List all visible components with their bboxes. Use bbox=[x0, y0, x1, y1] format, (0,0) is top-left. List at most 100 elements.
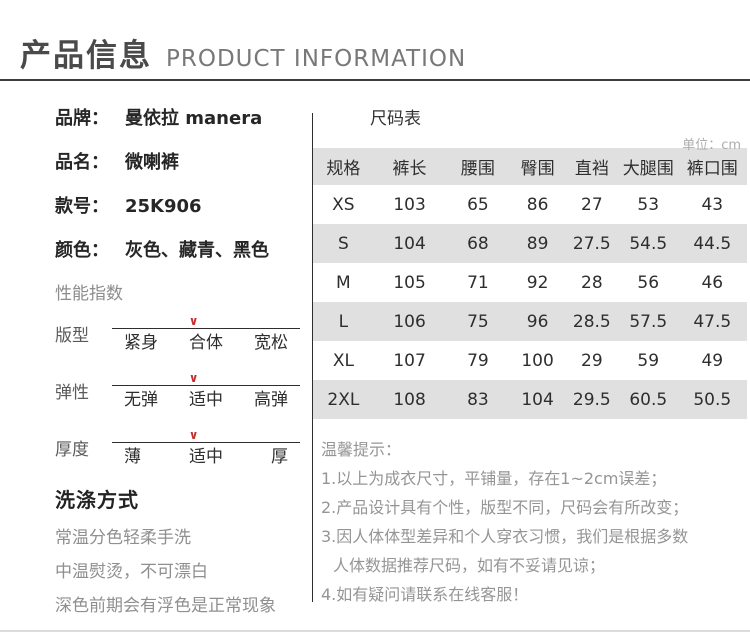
table-cell: 28.5 bbox=[572, 311, 611, 332]
table-cell: 105 bbox=[393, 272, 426, 293]
note-line: 人体数据推荐尺码，如有不妥请见谅； bbox=[333, 556, 606, 575]
color-row: 颜色： 灰色、藏青、黑色 bbox=[55, 238, 310, 263]
fit-scale-label: 版型 bbox=[55, 326, 89, 346]
table-cell: 103 bbox=[393, 194, 426, 215]
thickness-scale: ∨ 薄 适中 厚 bbox=[112, 428, 300, 469]
page-subtitle: PRODUCT INFORMATION bbox=[166, 46, 467, 72]
size-chart-title: 尺码表 bbox=[370, 109, 421, 129]
size-cell: L bbox=[338, 311, 349, 332]
size-cell: 2XL bbox=[327, 389, 360, 410]
header-cell: 臀围 bbox=[510, 148, 565, 185]
table-cell: 107 bbox=[393, 350, 426, 371]
table-cell: 43 bbox=[701, 194, 724, 215]
table-cell: 29.5 bbox=[572, 389, 611, 410]
table-cell: 28 bbox=[581, 272, 603, 293]
style-number-row: 款号： 25K906 bbox=[55, 194, 310, 219]
scale-option: 适中 bbox=[189, 447, 223, 467]
notes-section: 温馨提示： 1.以上为成衣尺寸，平铺量，存在1~2cm误差； 2.产品设计具有个… bbox=[313, 435, 747, 609]
table-cell: 79 bbox=[467, 350, 489, 371]
table-cell: 27.5 bbox=[572, 233, 611, 254]
brand-row: 品牌： 曼依拉 manera bbox=[55, 106, 310, 131]
table-cell: 29 bbox=[581, 350, 603, 371]
style-number-label: 款号： bbox=[55, 196, 109, 217]
thickness-scale-line: ∨ bbox=[112, 428, 300, 443]
header-cell: 裤口围 bbox=[677, 148, 747, 185]
table-cell: 49 bbox=[701, 350, 724, 371]
scale-option: 紧身 bbox=[124, 333, 158, 353]
scale-option: 厚 bbox=[271, 447, 288, 467]
note-line: 4.如有疑问请联系在线客服！ bbox=[321, 585, 529, 604]
table-cell: 47.5 bbox=[693, 311, 732, 332]
elasticity-scale-options: 无弹 适中 高弹 bbox=[112, 386, 300, 412]
table-cell: 106 bbox=[393, 311, 426, 332]
table-cell: 50.5 bbox=[693, 389, 732, 410]
table-cell: 96 bbox=[526, 311, 549, 332]
fit-scale-row: 版型 ∨ 紧身 合体 宽松 bbox=[55, 314, 310, 355]
brand-label: 品牌： bbox=[55, 108, 109, 129]
thickness-selected-marker-icon: ∨ bbox=[188, 428, 199, 442]
table-cell: 92 bbox=[526, 272, 549, 293]
fit-selected-marker-icon: ∨ bbox=[188, 314, 199, 328]
color-value: 灰色、藏青、黑色 bbox=[125, 240, 269, 261]
fit-scale-line: ∨ bbox=[112, 314, 300, 329]
elasticity-scale-row: 弹性 ∨ 无弹 适中 高弹 bbox=[55, 371, 310, 412]
table-row: S 104 68 89 27.5 54.5 44.5 bbox=[313, 224, 747, 263]
table-cell: 83 bbox=[467, 389, 489, 410]
size-cell: XS bbox=[332, 194, 355, 215]
table-cell: 27 bbox=[581, 194, 603, 215]
wash-instruction-line: 深色前期会有浮色是正常现象 bbox=[55, 596, 276, 616]
notes-title: 温馨提示： bbox=[321, 440, 402, 459]
size-chart-table: 规格 裤长 腰围 臀围 直裆 大腿围 裤口围 XS 103 65 86 27 5… bbox=[313, 148, 747, 419]
table-cell: 104 bbox=[521, 389, 554, 410]
header-cell: 腰围 bbox=[445, 148, 511, 185]
table-row: L 106 75 96 28.5 57.5 47.5 bbox=[313, 302, 747, 341]
wash-method-title: 洗涤方式 bbox=[55, 488, 139, 512]
scale-option: 无弹 bbox=[124, 390, 158, 410]
scale-option: 高弹 bbox=[254, 390, 288, 410]
table-row: XS 103 65 86 27 53 43 bbox=[313, 185, 747, 224]
unit-label: 单位：cm bbox=[682, 138, 741, 153]
wash-instruction-line: 常温分色轻柔手洗 bbox=[55, 528, 191, 548]
table-cell: 89 bbox=[526, 233, 549, 254]
brand-value: 曼依拉 manera bbox=[125, 108, 263, 129]
fit-scale: ∨ 紧身 合体 宽松 bbox=[112, 314, 300, 355]
column-divider bbox=[312, 113, 313, 602]
table-cell: 100 bbox=[521, 350, 554, 371]
note-line: 3.因人体体型差异和个人穿衣习惯，我们是根据多数 bbox=[321, 527, 689, 546]
performance-index-title: 性能指数 bbox=[55, 284, 123, 304]
header-cell: 直裆 bbox=[564, 148, 619, 185]
scale-option: 适中 bbox=[189, 390, 223, 410]
fit-scale-options: 紧身 合体 宽松 bbox=[112, 329, 300, 355]
table-header-row: 规格 裤长 腰围 臀围 直裆 大腿围 裤口围 bbox=[313, 148, 747, 185]
table-cell: 46 bbox=[701, 272, 724, 293]
size-cell: XL bbox=[332, 350, 354, 371]
table-cell: 75 bbox=[467, 311, 489, 332]
table-cell: 60.5 bbox=[629, 389, 668, 410]
note-line: 2.产品设计具有个性，版型不同，尺码会有所改变； bbox=[321, 498, 689, 517]
thickness-scale-label: 厚度 bbox=[55, 440, 89, 460]
scale-option: 合体 bbox=[189, 333, 223, 353]
thickness-scale-options: 薄 适中 厚 bbox=[112, 443, 300, 469]
table-cell: 65 bbox=[467, 194, 489, 215]
note-line: 1.以上为成衣尺寸，平铺量，存在1~2cm误差； bbox=[321, 469, 667, 488]
style-number-value: 25K906 bbox=[125, 196, 202, 217]
table-row: 2XL 108 83 104 29.5 60.5 50.5 bbox=[313, 380, 747, 419]
table-row: XL 107 79 100 29 59 49 bbox=[313, 341, 747, 380]
wash-instructions: 常温分色轻柔手洗 中温熨烫，不可漂白 深色前期会有浮色是正常现象 bbox=[55, 521, 310, 623]
size-cell: M bbox=[336, 272, 351, 293]
bottom-divider bbox=[0, 630, 750, 632]
product-name-value: 微喇裤 bbox=[125, 152, 179, 173]
header-cell: 裤长 bbox=[373, 148, 446, 185]
product-name-label: 品名： bbox=[55, 152, 109, 173]
product-details-section: 品牌： 曼依拉 manera 品名： 微喇裤 款号： 25K906 颜色： 灰色… bbox=[55, 106, 310, 623]
table-cell: 86 bbox=[526, 194, 549, 215]
page-header: 产品信息 PRODUCT INFORMATION bbox=[20, 30, 466, 75]
page-title: 产品信息 bbox=[20, 38, 152, 74]
size-chart-section: 尺码表 单位：cm 规格 裤长 腰围 臀围 直裆 大腿围 裤口围 XS 103 … bbox=[313, 108, 747, 609]
header-cell: 大腿围 bbox=[618, 148, 678, 185]
elasticity-scale-label: 弹性 bbox=[55, 383, 89, 403]
elasticity-scale: ∨ 无弹 适中 高弹 bbox=[112, 371, 300, 412]
table-cell: 56 bbox=[637, 272, 660, 293]
table-cell: 68 bbox=[467, 233, 489, 254]
table-cell: 54.5 bbox=[629, 233, 668, 254]
